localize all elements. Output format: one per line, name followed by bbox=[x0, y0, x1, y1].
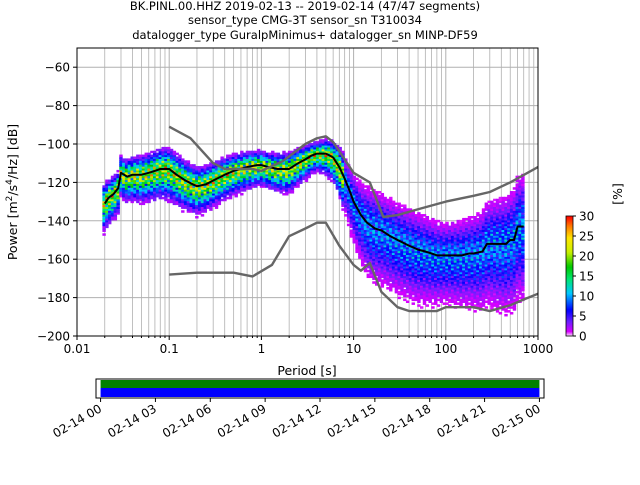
density-cell bbox=[437, 304, 440, 307]
density-cell bbox=[102, 233, 105, 236]
density-cell bbox=[398, 297, 401, 300]
density-cell bbox=[499, 312, 502, 315]
density-cell bbox=[485, 306, 488, 309]
density-cell bbox=[420, 306, 423, 309]
density-cell bbox=[504, 314, 507, 317]
title-line-1: BK.PINL.00.HHZ 2019-02-13 -- 2019-02-14 … bbox=[130, 0, 480, 13]
density-cell bbox=[181, 210, 184, 213]
density-cell bbox=[431, 306, 434, 309]
density-cell bbox=[195, 216, 198, 219]
density-cell bbox=[240, 193, 243, 196]
density-cell bbox=[426, 304, 429, 307]
density-cell bbox=[358, 180, 361, 183]
density-cell bbox=[406, 300, 409, 303]
density-cell bbox=[426, 216, 429, 219]
density-cell bbox=[381, 193, 384, 196]
density-cell bbox=[119, 155, 122, 158]
density-cell bbox=[521, 293, 524, 296]
density-cell bbox=[510, 312, 513, 315]
title-line-2: sensor_type CMG-3T sensor_sn T310034 bbox=[188, 13, 422, 27]
density-cell bbox=[412, 302, 415, 305]
density-cell bbox=[389, 197, 392, 200]
density-cell bbox=[468, 308, 471, 311]
density-cell bbox=[445, 222, 448, 225]
title-line-3: datalogger_type GuralpMinimus+ datalogge… bbox=[132, 28, 478, 42]
density-cell bbox=[201, 214, 204, 217]
density-cell bbox=[187, 160, 190, 163]
density-cell bbox=[473, 310, 476, 313]
density-cell bbox=[341, 151, 344, 154]
density-cell bbox=[178, 155, 181, 158]
density-cell bbox=[403, 204, 406, 207]
